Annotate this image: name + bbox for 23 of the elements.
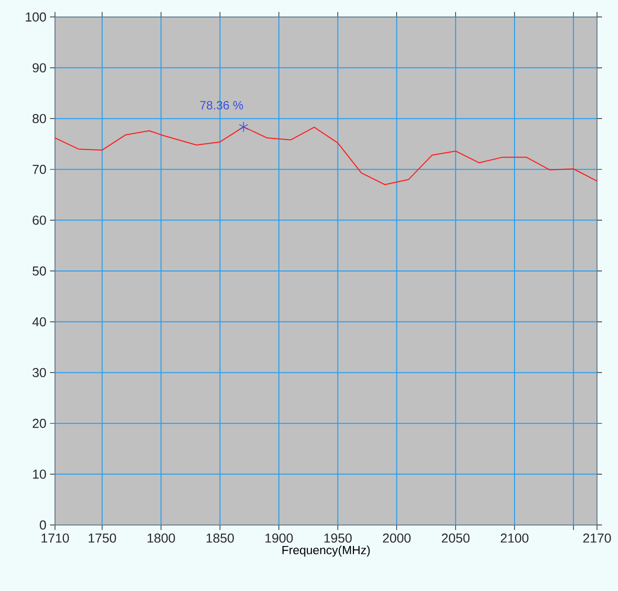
y-tick-label: 20 [32,418,46,428]
x-tick-label: 1750 [88,534,116,543]
x-tick-label: 2000 [382,534,411,543]
y-tick-label: 80 [32,114,46,124]
x-axis-title: Frequency(MHz) [282,546,370,557]
y-tick-label: 70 [32,164,46,174]
x-tick-label: 1710 [42,534,69,543]
line-series [54,126,598,186]
y-tick-label: 100 [26,12,46,22]
y-tick-label: 60 [32,216,46,225]
y-tick-label: 30 [32,368,46,378]
x-tick-label: 1900 [265,534,293,543]
y-tick-label: 10 [33,470,46,479]
x-tick-label: 2100 [500,534,528,543]
y-tick-label: 0 [40,520,46,530]
y-tick-label: 40 [32,317,46,326]
y-tick-label: 50 [32,266,46,276]
x-tick-label: 1950 [324,534,352,543]
x-tick-label: 1850 [206,534,234,543]
x-tick-label: 2170 [583,534,611,543]
x-tick-label: 1800 [148,534,175,543]
y-tick-label: 90 [32,63,46,72]
x-tick-label: 2050 [442,534,470,543]
